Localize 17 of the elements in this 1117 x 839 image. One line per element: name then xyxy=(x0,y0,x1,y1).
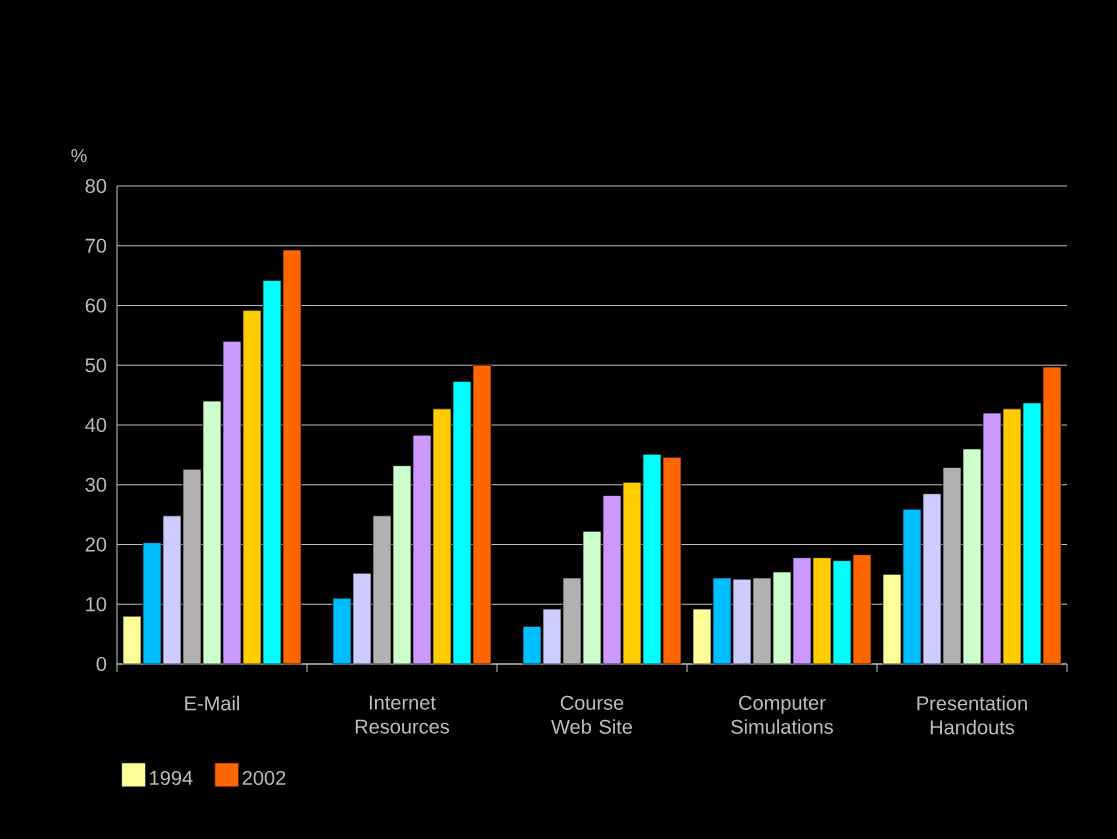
y-tick-label: 70 xyxy=(85,238,107,253)
legend-label: 1994 xyxy=(150,770,193,786)
x-tick-label: Presentation Handouts xyxy=(917,695,1027,735)
y-tick-label: 0 xyxy=(96,656,107,672)
x-tick-label: Course Web Site xyxy=(551,695,633,734)
x-tick-label: Computer Simulations xyxy=(731,695,833,734)
y-tick-label: 10 xyxy=(86,597,107,612)
y-tick-label: 80 xyxy=(85,178,107,194)
x-tick-label: E-Mail xyxy=(185,695,239,711)
y-tick-label: 50 xyxy=(85,358,107,373)
y-tick-label: 20 xyxy=(85,537,107,552)
y-axis-title: % xyxy=(71,149,87,163)
y-tick-label: 60 xyxy=(85,298,107,313)
y-tick-label: 40 xyxy=(85,417,107,433)
x-tick-label: Internet Resources xyxy=(355,695,450,734)
legend-label: 2002 xyxy=(242,770,286,786)
y-tick-label: 30 xyxy=(85,477,107,492)
